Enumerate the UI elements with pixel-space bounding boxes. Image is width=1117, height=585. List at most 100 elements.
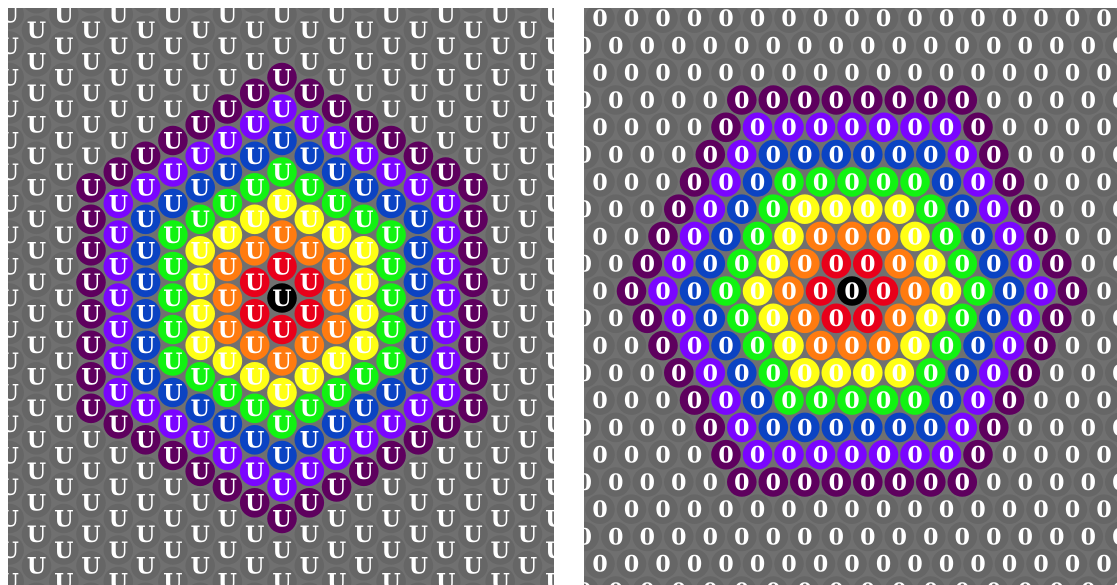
disk-glyph: U [27, 554, 46, 580]
disk-glyph: U [27, 302, 46, 328]
disk-glyph: U [272, 475, 291, 501]
disk [430, 409, 461, 439]
disk-glyph: 0 [1033, 388, 1048, 414]
disk-glyph: 0 [939, 279, 954, 305]
lattice-disk-background: 0 [1057, 112, 1088, 143]
lattice-disk-ring-7: 0 [679, 385, 710, 415]
disk [601, 194, 631, 224]
lattice-disk-ring-7: U [403, 425, 434, 455]
disk [103, 31, 134, 61]
disk-glyph: 0 [876, 61, 891, 87]
disk [931, 58, 962, 88]
lattice-disk-ring-3: U [321, 346, 352, 376]
lattice-disk-ring-5: 0 [758, 139, 789, 170]
lattice-disk-background: U [239, 551, 270, 581]
lattice-disk-ring-7: U [212, 472, 243, 502]
disk-glyph: U [191, 302, 210, 328]
disk-glyph: U [54, 191, 73, 217]
disk-glyph: 0 [923, 470, 938, 496]
disk-glyph: 0 [703, 579, 718, 585]
disk-glyph: U [81, 396, 100, 422]
disk [185, 362, 215, 392]
lattice-disk-ring-7: 0 [790, 467, 820, 497]
disk-glyph: 0 [671, 579, 686, 585]
disk [947, 85, 978, 115]
lattice-disk-background: U [540, 566, 554, 585]
disk [403, 425, 434, 455]
disk [790, 303, 820, 334]
disk [585, 221, 615, 252]
lattice-disk-ring-2: 0 [774, 276, 804, 306]
disk [632, 194, 663, 224]
lattice-disk-background: U [8, 566, 24, 585]
disk-glyph: 0 [766, 33, 781, 59]
disk [884, 303, 915, 334]
disk [458, 519, 488, 550]
lattice-disk-background: U [76, 110, 106, 140]
disk-glyph: U [245, 239, 264, 265]
disk [947, 30, 978, 61]
disk-glyph: U [491, 412, 510, 438]
disk [1042, 303, 1072, 334]
disk [1057, 167, 1088, 197]
disk [1073, 85, 1104, 115]
disk [212, 503, 243, 534]
lattice-disk-background: U [49, 409, 79, 439]
disk [239, 267, 270, 298]
lattice-disk-background: 0 [742, 549, 773, 579]
disk [21, 425, 52, 455]
lattice-disk-background: 0 [1105, 194, 1117, 224]
disk-glyph: U [327, 160, 346, 186]
disk [585, 549, 615, 579]
disk-glyph: 0 [970, 170, 985, 196]
disk-glyph: U [300, 239, 319, 265]
lattice-disk-background: U [49, 440, 79, 471]
disk [1026, 549, 1056, 579]
disk [790, 521, 820, 552]
disk [868, 8, 899, 33]
disk-glyph: 0 [939, 224, 954, 250]
disk-glyph: 0 [781, 443, 796, 469]
lattice-disk-background: 0 [994, 439, 1025, 470]
disk-glyph: 0 [907, 115, 922, 141]
lattice-disk-background: U [349, 488, 379, 518]
lattice-disk-background: 0 [1057, 494, 1088, 524]
disk-glyph: U [109, 65, 128, 91]
disk-glyph: U [218, 538, 237, 564]
disk-glyph: 0 [655, 115, 670, 141]
disk-glyph: U [545, 8, 554, 28]
disk-glyph: 0 [1002, 443, 1017, 469]
disk-glyph: 0 [1049, 415, 1064, 441]
disk [1089, 8, 1117, 33]
lattice-disk-background: 0 [979, 467, 1009, 497]
lattice-disk-background: U [485, 188, 515, 219]
disk [979, 194, 1009, 224]
lattice-disk-ring-1: U [294, 299, 325, 329]
lattice-disk-ring-6: U [430, 283, 461, 313]
lattice-disk-background: 0 [979, 521, 1009, 552]
lattice-disk-background: 0 [648, 494, 678, 524]
disk-glyph: U [436, 317, 455, 343]
lattice-disk-ring-6: 0 [931, 439, 962, 470]
disk-glyph: 0 [687, 61, 702, 87]
disk-glyph: 0 [970, 61, 985, 87]
disk-glyph: U [436, 349, 455, 375]
disk-glyph: 0 [608, 306, 623, 332]
disk-glyph: U [109, 223, 128, 249]
disk-glyph: 0 [640, 524, 655, 550]
lattice-disk-background: 0 [1073, 248, 1104, 279]
disk-glyph: 0 [923, 361, 938, 387]
lattice-disk-ring-3: U [349, 267, 379, 298]
disk-glyph: U [272, 223, 291, 249]
disk-glyph: 0 [939, 552, 954, 578]
disk [321, 220, 352, 250]
disk-glyph: U [491, 254, 510, 280]
lattice-disk-ring-4: U [239, 393, 270, 424]
lattice-disk-background: 0 [1042, 412, 1072, 443]
lattice-disk-background: U [376, 535, 406, 565]
lattice-disk-background: U [512, 204, 543, 235]
disk [616, 8, 647, 33]
disk [648, 385, 678, 415]
disk-glyph: 0 [703, 88, 718, 114]
lattice-disk-ring-7: U [458, 204, 488, 235]
